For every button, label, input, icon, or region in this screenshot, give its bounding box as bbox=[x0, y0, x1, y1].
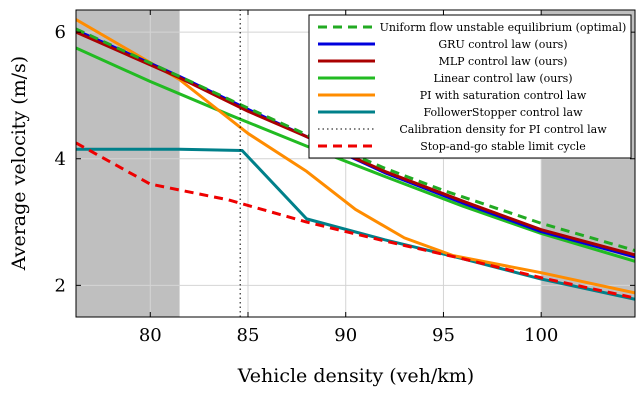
y-tick-label: 4 bbox=[55, 149, 66, 170]
series-line-7 bbox=[76, 141, 635, 300]
legend-box bbox=[308, 14, 632, 159]
y-tick-label: 2 bbox=[55, 275, 66, 296]
x-tick-label: 95 bbox=[432, 325, 455, 346]
legend-label-0: Uniform flow unstable equilibrium (optim… bbox=[380, 21, 627, 34]
axis-ticks: 80 85 90 95 100 2 4 6 bbox=[55, 10, 635, 346]
legend-label-2: MLP control law (ours) bbox=[439, 55, 568, 68]
legend-label-5: FollowerStopper control law bbox=[423, 106, 583, 119]
series-line-4 bbox=[76, 18, 635, 295]
y-axis-label: Average velocity (m/s) bbox=[8, 56, 30, 271]
legend-label-4: PI with saturation control law bbox=[420, 89, 587, 102]
legend-label-6: Calibration density for PI control law bbox=[399, 123, 607, 136]
series-line-0 bbox=[76, 27, 635, 252]
plot-frame bbox=[75, 9, 636, 318]
shaded-region-0 bbox=[76, 10, 180, 317]
x-axis-label: Vehicle density (veh/km) bbox=[237, 365, 474, 387]
legend-label-1: GRU control law (ours) bbox=[438, 38, 567, 51]
x-tick-label: 90 bbox=[334, 325, 357, 346]
x-tick-label: 80 bbox=[139, 325, 162, 346]
x-tick-label: 100 bbox=[524, 325, 558, 346]
legend-label-7: Stop-and-go stable limit cycle bbox=[420, 140, 586, 153]
legend: Uniform flow unstable equilibrium (optim… bbox=[308, 14, 632, 159]
y-tick-label: 6 bbox=[55, 22, 66, 43]
legend-label-3: Linear control law (ours) bbox=[433, 72, 572, 85]
series-line-3 bbox=[76, 46, 635, 263]
x-tick-label: 85 bbox=[237, 325, 260, 346]
